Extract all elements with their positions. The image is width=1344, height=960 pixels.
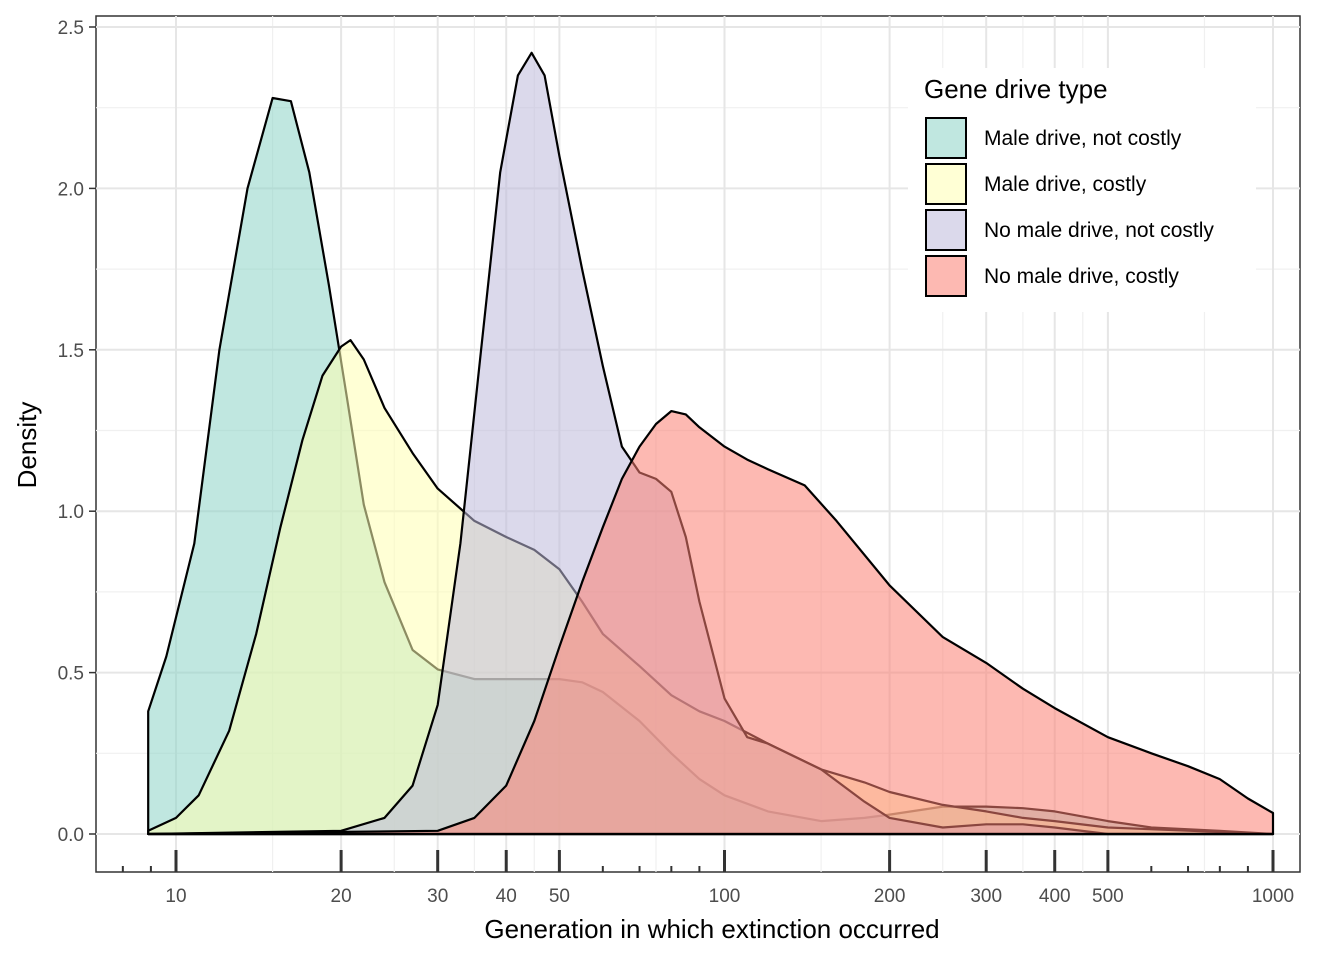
legend-title: Gene drive type <box>924 74 1108 104</box>
x-tick-label: 50 <box>549 886 570 907</box>
y-tick-label: 0.5 <box>58 664 84 685</box>
legend-label: No male drive, costly <box>984 265 1179 288</box>
legend-label: Male drive, costly <box>984 173 1147 196</box>
y-tick-label: 1.0 <box>58 502 84 523</box>
x-axis: 10 20 30 40 50 100 200 300 400 500 1000 <box>121 850 1294 907</box>
x-tick-label: 30 <box>427 886 448 907</box>
legend-label: Male drive, not costly <box>984 127 1182 150</box>
legend-key-swatch <box>925 255 967 297</box>
x-tick-label: 300 <box>970 886 1002 907</box>
x-tick-label: 40 <box>496 886 517 907</box>
x-tick-label: 100 <box>709 886 741 907</box>
x-tick-label: 400 <box>1039 886 1071 907</box>
y-axis-title: Density <box>12 402 42 489</box>
y-axis: 0.0 0.5 1.0 1.5 2.0 2.5 <box>58 18 96 846</box>
y-tick-label: 2.0 <box>58 179 84 200</box>
legend-key-swatch <box>925 163 967 205</box>
legend-key-swatch <box>925 117 967 159</box>
x-tick-label: 500 <box>1092 886 1124 907</box>
x-axis-title: Generation in which extinction occurred <box>484 914 939 944</box>
y-tick-label: 2.5 <box>58 18 84 39</box>
x-tick-label: 10 <box>165 886 186 907</box>
x-tick-label: 1000 <box>1252 886 1294 907</box>
y-tick-label: 1.5 <box>58 341 84 362</box>
y-tick-label: 0.0 <box>58 825 84 846</box>
density-areas <box>147 51 1275 836</box>
legend: Gene drive type Male drive, not costlyMa… <box>908 68 1256 312</box>
legend-keys: Male drive, not costly Male drive, costly… <box>925 117 1214 297</box>
legend-label: No male drive, not costly <box>984 219 1214 242</box>
x-tick-label: 200 <box>874 886 906 907</box>
x-tick-label: 20 <box>331 886 352 907</box>
legend-key-swatch <box>925 209 967 251</box>
density-area-4 <box>147 410 1275 836</box>
